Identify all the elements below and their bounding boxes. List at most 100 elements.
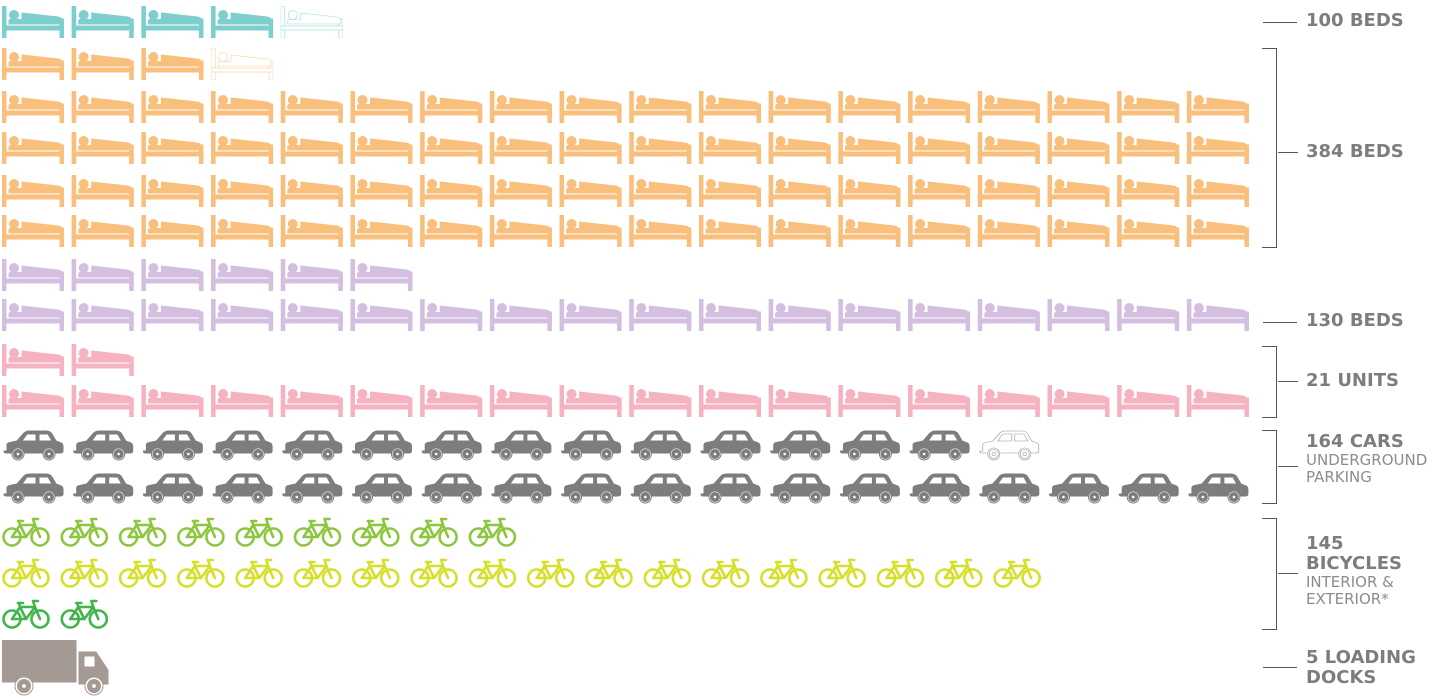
bike-icon <box>643 558 692 588</box>
bed-icon <box>420 175 483 207</box>
bed-icon <box>211 48 274 80</box>
bed-icon <box>1186 91 1249 123</box>
bed-icon <box>2 215 64 247</box>
bed-icon <box>350 132 413 164</box>
bed-icon <box>1186 385 1249 417</box>
bed-icon <box>211 385 274 417</box>
bed-icon <box>71 215 134 247</box>
bike-icon <box>410 558 458 588</box>
bed-icon <box>1047 175 1110 207</box>
bike-icon <box>60 517 109 547</box>
car-icon <box>212 430 273 461</box>
bed-icon <box>699 175 761 207</box>
bike-icon <box>235 517 284 547</box>
bike-icon <box>701 558 750 588</box>
car-icon <box>979 430 1040 461</box>
bike-icon <box>993 558 1041 588</box>
bike-icon <box>876 558 925 588</box>
bike-icon <box>177 517 225 547</box>
bed-icon <box>1047 132 1110 164</box>
bed-icon <box>2 175 64 207</box>
legend-100-beds: 100 BEDS <box>1306 10 1404 31</box>
car-icon <box>491 430 552 461</box>
bed-icon <box>280 259 343 291</box>
connector-21-units <box>1278 381 1298 382</box>
bed-icon <box>908 385 971 417</box>
car-icon <box>282 473 343 504</box>
car-icon <box>700 430 761 461</box>
legend-130-beds: 130 BEDS <box>1306 310 1404 331</box>
bed-icon <box>629 385 692 417</box>
bed-icon <box>1117 175 1180 207</box>
bed-icon <box>699 215 761 247</box>
bed-icon <box>141 259 204 291</box>
bed-icon <box>908 299 971 331</box>
bike-icon <box>468 558 517 588</box>
bike-icon <box>118 517 167 547</box>
bed-icon <box>559 132 622 164</box>
bed-icon <box>71 175 134 207</box>
bed-icon <box>629 175 692 207</box>
bed-icon <box>141 175 204 207</box>
bed-icon <box>141 6 204 38</box>
bed-icon <box>1186 132 1249 164</box>
bed-icon <box>977 215 1040 247</box>
bed-icon <box>71 344 134 376</box>
bed-icon <box>280 215 343 247</box>
bed-icon <box>2 385 64 417</box>
car-icon <box>630 473 691 504</box>
bike-icon <box>235 558 284 588</box>
bed-icon <box>559 299 622 331</box>
connector-145-bicycles <box>1278 573 1298 574</box>
bed-icon <box>977 299 1040 331</box>
truck-icon <box>2 640 109 696</box>
car-icon <box>142 473 203 504</box>
car-icon <box>1118 473 1179 504</box>
bed-icon <box>350 259 413 291</box>
bed-icon <box>1186 175 1249 207</box>
car-icon <box>630 430 691 461</box>
bed-icon <box>977 132 1040 164</box>
bed-icon <box>629 91 692 123</box>
bed-icon <box>71 91 134 123</box>
bed-icon <box>768 385 831 417</box>
connector-164-cars <box>1278 466 1298 467</box>
car-icon <box>839 430 900 461</box>
bed-icon <box>908 175 971 207</box>
bed-icon <box>559 215 622 247</box>
bed-icon <box>838 215 901 247</box>
bed-icon <box>977 385 1040 417</box>
bed-icon <box>141 215 204 247</box>
bed-icon <box>489 385 552 417</box>
bike-icon <box>468 517 517 547</box>
bed-icon <box>908 91 971 123</box>
bed-icon <box>350 299 413 331</box>
bed-icon <box>71 6 134 38</box>
bike-icon <box>293 558 342 588</box>
bed-icon <box>1186 299 1249 331</box>
bed-icon <box>211 215 274 247</box>
connector-5-loading-docks <box>1263 667 1297 668</box>
legend-5-loading-docks: 5 LOADING DOCKS <box>1306 647 1416 688</box>
bike-icon <box>2 558 50 588</box>
bed-icon <box>71 132 134 164</box>
bed-icon <box>1117 132 1180 164</box>
bed-icon <box>1117 215 1180 247</box>
bed-icon <box>2 299 64 331</box>
pictograph-icons <box>2 6 1249 696</box>
bed-icon <box>141 132 204 164</box>
bed-icon <box>559 91 622 123</box>
bracket-145-bicycles <box>1262 518 1277 630</box>
legend-164-cars: 164 CARS UNDERGROUND PARKING <box>1306 431 1428 487</box>
bed-icon <box>629 215 692 247</box>
bed-icon <box>420 385 483 417</box>
car-icon <box>561 430 622 461</box>
car-icon <box>770 430 831 461</box>
bed-icon <box>1186 215 1249 247</box>
bed-icon <box>2 91 64 123</box>
car-icon <box>700 473 761 504</box>
car-icon <box>561 473 622 504</box>
car-icon <box>1049 473 1109 504</box>
car-icon <box>142 430 203 461</box>
